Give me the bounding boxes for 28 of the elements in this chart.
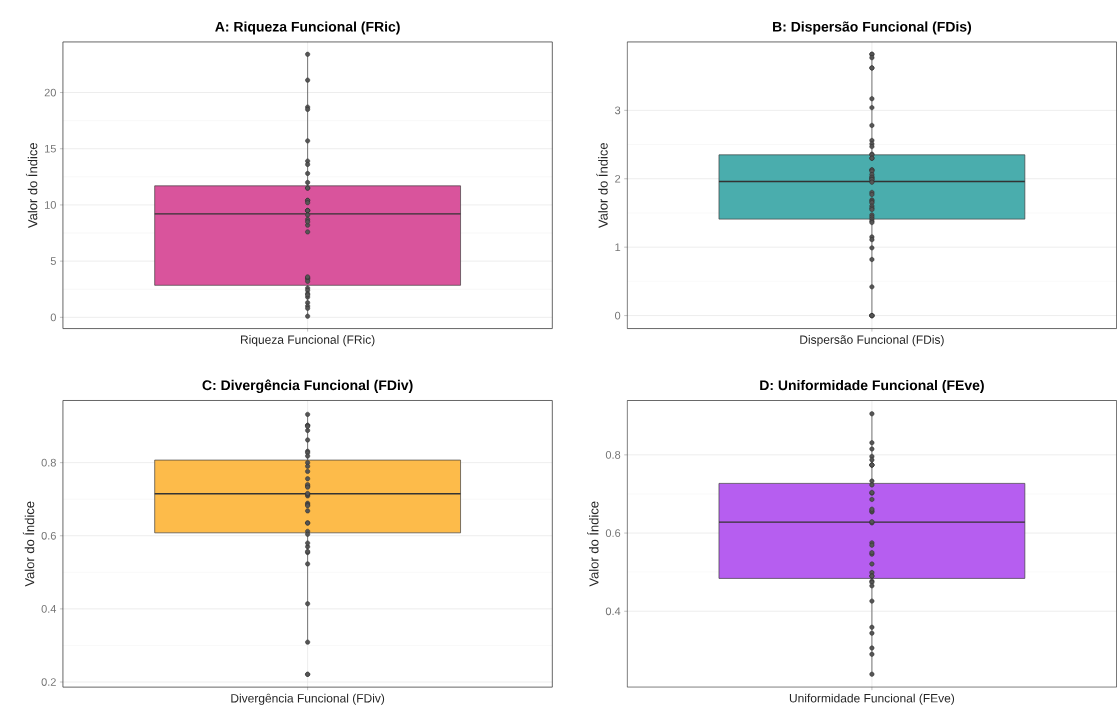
y-tick-label: 0.6 [41, 531, 56, 540]
y-tick-label: 0.6 [605, 529, 621, 537]
chart-title: B: Dispersão Funcional (FDis) [773, 21, 972, 35]
y-tick-label: 15 [45, 144, 56, 153]
y-tick-label: 0.4 [605, 607, 621, 616]
y-axis-title: Valor do Índice [25, 142, 38, 228]
y-tick-label: 0 [50, 313, 56, 322]
y-tick-label: 0.8 [41, 458, 56, 467]
y-tick-label: 5 [50, 257, 56, 265]
y-tick-label: 1 [615, 243, 621, 251]
y-tick-label: 10 [45, 201, 56, 209]
y-tick-label: 0 [615, 311, 621, 320]
chart-title: D: Uniformidade Funcional (FEve) [760, 379, 984, 393]
y-axis-title: Valor do Índice [587, 501, 599, 587]
chart-title: C: Divergência Funcional (FDiv) [202, 379, 413, 393]
y-tick-label: 2 [615, 174, 621, 183]
chart-title: A: Riqueza Funcional (FRic) [215, 21, 400, 35]
x-tick-label: Riqueza Funcional (FRic) [241, 335, 375, 347]
y-tick-label: 0.2 [41, 678, 56, 686]
y-tick-label: 0.4 [41, 604, 57, 613]
y-tick-label: 20 [44, 88, 56, 97]
y-tick-label: 0.8 [605, 450, 621, 459]
y-tick-label: 3 [615, 106, 621, 115]
x-tick-label: Divergência Funcional (FDiv) [231, 693, 385, 705]
x-tick-label: Uniformidade Funcional (FEve) [789, 693, 955, 705]
y-axis-title: Valor do Índice [596, 142, 608, 228]
y-axis-title: Valor do Índice [22, 501, 35, 587]
x-tick-label: Dispersão Funcional (FDis) [800, 335, 944, 347]
